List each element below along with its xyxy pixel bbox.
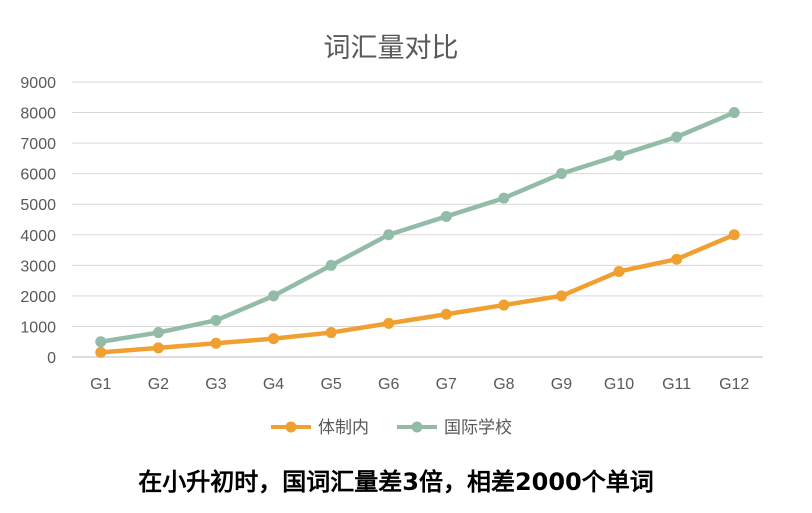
y-axis-ticks: 0 1000 2000 3000 4000 5000 6000 7000 8000 9000	[20, 75, 56, 367]
x-axis-ticks: G1 G2 G3 G4 G5 G6 G7 G8 G9 G10 G11 G12	[90, 376, 749, 393]
data-point	[152, 327, 164, 339]
x-tick-label: G2	[148, 376, 169, 393]
series-line	[98, 110, 737, 344]
data-point	[383, 317, 395, 329]
data-point	[440, 308, 452, 320]
x-tick-label: G3	[205, 376, 226, 393]
data-point	[555, 168, 567, 180]
data-point	[210, 314, 222, 326]
data-point	[152, 342, 164, 354]
series-lines	[95, 107, 740, 358]
data-point	[498, 299, 510, 311]
x-tick-label: G4	[263, 376, 284, 393]
y-tick-label: 1000	[20, 319, 56, 336]
x-tick-label: G10	[604, 376, 634, 393]
legend-item: 国际学校	[397, 418, 512, 438]
y-tick-label: 5000	[20, 197, 56, 214]
data-point	[728, 229, 740, 241]
data-point	[95, 336, 107, 348]
data-point	[325, 259, 337, 271]
y-tick-label: 2000	[20, 289, 56, 306]
data-point	[498, 192, 510, 204]
y-tick-label: 6000	[20, 167, 56, 184]
data-point	[440, 210, 452, 222]
series-1	[95, 107, 740, 348]
x-tick-label: G6	[378, 376, 399, 393]
data-point	[268, 333, 280, 345]
data-point	[210, 337, 222, 349]
data-point	[613, 265, 625, 277]
x-tick-label: G12	[719, 376, 749, 393]
data-point	[613, 149, 625, 161]
x-tick-label: G11	[662, 376, 691, 393]
chart-title: 词汇量对比	[324, 33, 459, 64]
series-line	[98, 232, 737, 355]
y-tick-label: 3000	[20, 258, 56, 275]
chart-caption: 在小升初时，国词汇量差3倍，相差2000个单词	[138, 468, 654, 496]
series-0	[95, 229, 740, 358]
x-tick-label: G1	[90, 376, 111, 393]
legend-label: 体制内	[318, 418, 369, 438]
x-tick-label: G5	[320, 376, 341, 393]
legend: 体制内 国际学校	[271, 418, 512, 438]
data-point	[728, 107, 740, 119]
x-tick-label: G8	[493, 376, 514, 393]
y-tick-label: 9000	[20, 75, 56, 92]
y-tick-label: 0	[47, 350, 56, 367]
legend-item: 体制内	[271, 418, 369, 438]
y-tick-label: 4000	[20, 228, 56, 245]
data-point	[325, 327, 337, 339]
x-tick-label: G9	[551, 376, 572, 393]
data-point	[268, 290, 280, 302]
legend-marker	[411, 421, 423, 433]
y-tick-label: 8000	[20, 106, 56, 123]
data-point	[555, 290, 567, 302]
data-point	[671, 253, 683, 265]
y-tick-label: 7000	[20, 136, 56, 153]
legend-label: 国际学校	[444, 418, 512, 438]
data-point	[671, 131, 683, 143]
data-point	[383, 229, 395, 241]
legend-marker	[285, 421, 297, 433]
grid	[72, 81, 763, 358]
data-point	[95, 346, 107, 358]
x-tick-label: G7	[436, 376, 457, 393]
